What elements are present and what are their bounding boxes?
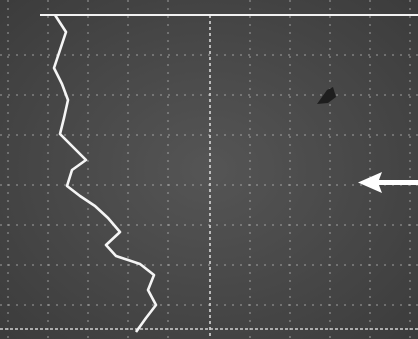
trace [52,14,158,333]
spot [317,87,336,104]
arrow [358,172,418,193]
